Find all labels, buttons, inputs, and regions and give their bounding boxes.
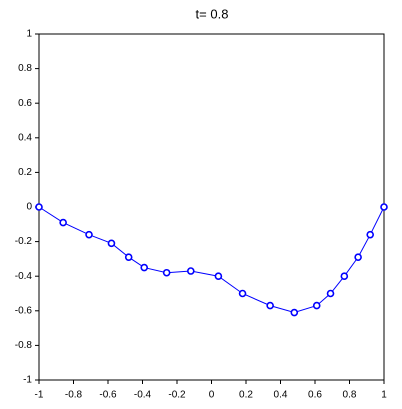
point bbox=[340, 272, 349, 281]
y-tick-label: -0.6 bbox=[15, 305, 33, 316]
line bbox=[38, 206, 385, 314]
point bbox=[124, 253, 133, 261]
y-tick-label: -0.4 bbox=[15, 271, 33, 282]
chart-title: t= 0.8 bbox=[196, 6, 229, 21]
x-tick-label: 0.8 bbox=[343, 390, 357, 401]
point bbox=[140, 263, 149, 272]
point bbox=[162, 268, 171, 277]
x-tick-label: 0 bbox=[209, 390, 215, 401]
x-tick-label: -0.4 bbox=[134, 390, 152, 401]
x-tick-label: -0.8 bbox=[65, 390, 83, 401]
point bbox=[214, 272, 223, 281]
x-tick-label: -0.6 bbox=[99, 390, 117, 401]
y-tick-label: -0.8 bbox=[15, 340, 33, 351]
y-tick-label: 0 bbox=[26, 202, 32, 213]
x-tick-label: -0.2 bbox=[168, 390, 186, 401]
y-tick-label: 0.8 bbox=[18, 63, 32, 74]
y-tick-label: -1 bbox=[23, 375, 32, 386]
point bbox=[59, 218, 67, 227]
x-tick-label: -1 bbox=[35, 390, 44, 401]
y-tick-label: 0.4 bbox=[18, 132, 32, 143]
y-tick-label: 1 bbox=[26, 29, 32, 40]
x-tick-label: 0.4 bbox=[274, 390, 288, 401]
point bbox=[326, 289, 335, 298]
point bbox=[107, 239, 116, 248]
point bbox=[85, 230, 93, 239]
x-tick-label: 1 bbox=[381, 390, 387, 401]
x-tick-label: 0.2 bbox=[239, 390, 253, 401]
point bbox=[354, 253, 362, 261]
point bbox=[312, 301, 321, 310]
y-tick-label: -0.2 bbox=[15, 236, 33, 247]
point bbox=[380, 203, 388, 211]
point bbox=[238, 289, 247, 298]
x-tick-label: 0.6 bbox=[308, 390, 322, 401]
point bbox=[366, 230, 375, 239]
y-tick-label: 0.6 bbox=[18, 98, 32, 109]
point bbox=[187, 267, 195, 275]
point bbox=[266, 301, 274, 310]
point bbox=[290, 308, 299, 317]
y-tick-label: 0.2 bbox=[18, 167, 32, 178]
point bbox=[35, 203, 43, 211]
